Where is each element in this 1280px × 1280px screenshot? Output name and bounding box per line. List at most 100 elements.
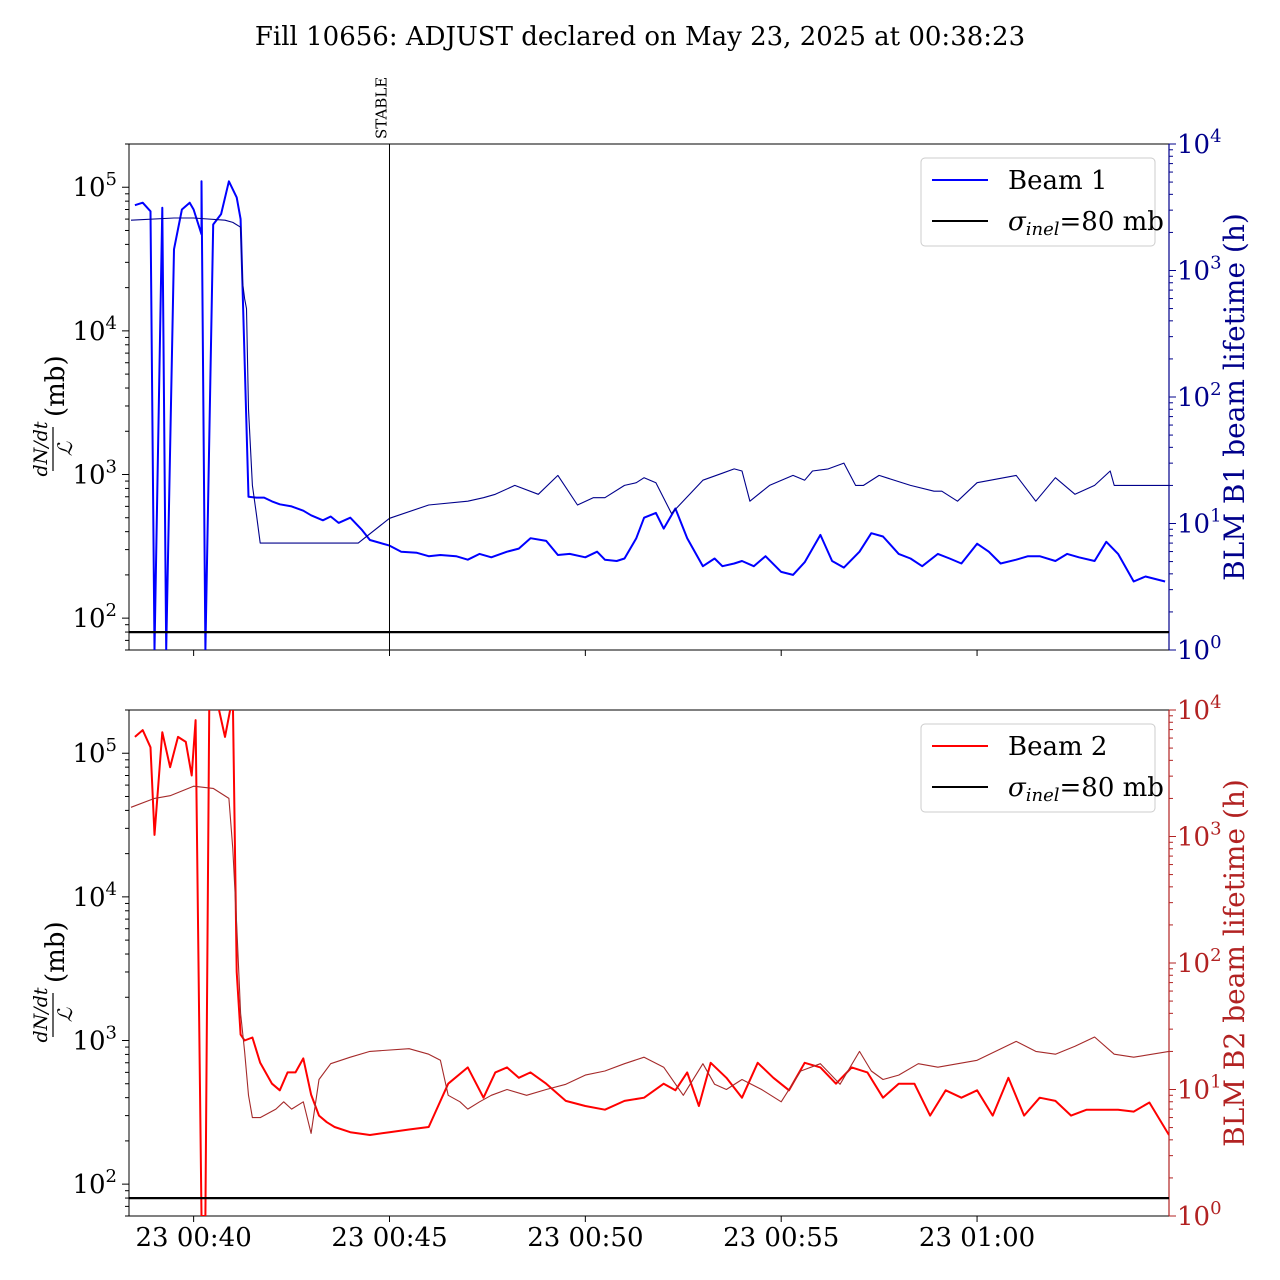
- loss-rate-data-point: [467, 1067, 468, 1068]
- lifetime-data-point: [843, 463, 844, 464]
- loss-rate-data-point: [279, 504, 280, 505]
- loss-rate-data-point: [162, 207, 163, 208]
- right-tick-label: 102: [1177, 945, 1222, 979]
- loss-rate-data-point: [409, 1129, 410, 1130]
- lifetime-data-point: [248, 409, 249, 410]
- loss-rate-data-point: [428, 1126, 429, 1127]
- loss-rate-data-point: [173, 249, 174, 250]
- lifetime-data-point: [741, 1079, 742, 1080]
- loss-rate-data-point: [191, 775, 192, 776]
- right-tick-label: 103: [1177, 253, 1222, 287]
- lifetime-data-point: [604, 1070, 605, 1071]
- lifetime-data-point: [714, 1084, 715, 1085]
- loss-rate-data-point: [882, 536, 883, 537]
- lifetime-data-point: [1074, 494, 1075, 495]
- lifetime-data-point: [483, 497, 484, 498]
- lifetime-data-point: [644, 1057, 645, 1058]
- loss-rate-data-point: [217, 701, 218, 702]
- loss-rate-data-point: [518, 548, 519, 549]
- legend-label: σinel=80 mb: [1008, 773, 1164, 806]
- left-axis-label-denominator: ℒ: [53, 441, 77, 456]
- loss-rate-data-point: [910, 558, 911, 559]
- lifetime-data-point: [957, 501, 958, 502]
- loss-rate-data-point: [714, 558, 715, 559]
- lifetime-data-point: [495, 494, 496, 495]
- loss-rate-data-point: [1102, 1109, 1103, 1110]
- lifetime-data-point: [702, 1063, 703, 1064]
- lifetime-data-point: [213, 788, 214, 789]
- lifetime-data-point: [863, 485, 864, 486]
- loss-rate-data-point: [154, 834, 155, 835]
- lifetime-data-point: [839, 1084, 840, 1085]
- loss-rate-data-point: [162, 732, 163, 733]
- lifetime-data-point: [812, 470, 813, 471]
- loss-rate-data-point: [859, 551, 860, 552]
- loss-rate-data-point: [1106, 541, 1107, 542]
- loss-rate-data-point: [781, 571, 782, 572]
- lifetime-data-point: [224, 220, 225, 221]
- lifetime-data-point: [702, 480, 703, 481]
- lifetime-data-point: [722, 473, 723, 474]
- loss-rate-data-point: [1118, 553, 1119, 554]
- loss-rate-data-point: [753, 566, 754, 567]
- loss-rate-data-point: [557, 554, 558, 555]
- left-axis-label-denominator: ℒ: [53, 1007, 77, 1022]
- loss-rate-data-point: [303, 510, 304, 511]
- legend-label: Beam 2: [1008, 732, 1107, 762]
- series-group: [129, 701, 1169, 1216]
- lifetime-data-point: [636, 482, 637, 483]
- loss-rate-data-point: [949, 558, 950, 559]
- loss-rate-data-point: [506, 551, 507, 552]
- loss-rate-data-point: [961, 563, 962, 564]
- right-axis-label: BLM B1 beam lifetime (h): [1218, 213, 1251, 581]
- lifetime-data-point: [193, 217, 194, 218]
- loss-rate-data-point: [624, 1100, 625, 1101]
- loss-rate-data-point: [228, 181, 229, 182]
- loss-rate-data-point: [663, 1083, 664, 1084]
- loss-rate-data-point: [338, 522, 339, 523]
- lifetime-data-point: [604, 497, 605, 498]
- right-tick-label: 103: [1177, 819, 1222, 853]
- loss-rate-data-point: [303, 1058, 304, 1059]
- lifetime-data-point: [792, 475, 793, 476]
- legend-label: Beam 1: [1008, 166, 1107, 196]
- loss-rate-data-point: [150, 747, 151, 748]
- loss-rate-data-point: [322, 520, 323, 521]
- loss-rate-data-point: [644, 517, 645, 518]
- loss-rate-data-point: [1133, 1111, 1134, 1112]
- lifetime-data-point: [244, 1051, 245, 1052]
- right-tick-label: 101: [1177, 506, 1222, 540]
- lifetime-data-point: [369, 1051, 370, 1052]
- loss-rate-data-point: [565, 1100, 566, 1101]
- lifetime-data-point: [514, 485, 515, 486]
- loss-rate-data-point: [530, 1072, 531, 1073]
- lifetime-data-point: [526, 1095, 527, 1096]
- loss-rate-data-point: [350, 517, 351, 518]
- loss-rate-data-point: [201, 234, 202, 235]
- loss-rate-data-point: [1149, 1102, 1150, 1103]
- loss-rate-data-point: [914, 1083, 915, 1084]
- lifetime-data-point: [918, 1063, 919, 1064]
- loss-rate-data-point: [765, 556, 766, 557]
- loss-rate-data-point: [224, 736, 225, 737]
- x-tick-label: 23 01:00: [919, 1223, 1035, 1253]
- loss-rate-data-point: [546, 1083, 547, 1084]
- loss-rate-data-point: [871, 533, 872, 534]
- loss-rate-data-point: [134, 205, 135, 206]
- figure-title: Fill 10656: ADJUST declared on May 23, 2…: [255, 22, 1025, 52]
- lifetime-data-point: [937, 1067, 938, 1068]
- loss-rate-data-point: [479, 553, 480, 554]
- loss-rate-data-point: [604, 559, 605, 560]
- left-tick-label: 105: [72, 735, 117, 769]
- loss-rate-data-point: [585, 1105, 586, 1106]
- loss-rate-data-point: [804, 1062, 805, 1063]
- lifetime-series-line: [130, 217, 1169, 544]
- lifetime-data-point: [170, 795, 171, 796]
- left-tick-label: 103: [72, 1023, 117, 1057]
- loss-rate-data-point: [401, 551, 402, 552]
- loss-rate-data-point: [209, 701, 210, 702]
- lifetime-data-point: [644, 477, 645, 478]
- loss-rate-data-point: [961, 1097, 962, 1098]
- lifetime-data-point: [193, 786, 194, 787]
- lifetime-data-point: [260, 1117, 261, 1118]
